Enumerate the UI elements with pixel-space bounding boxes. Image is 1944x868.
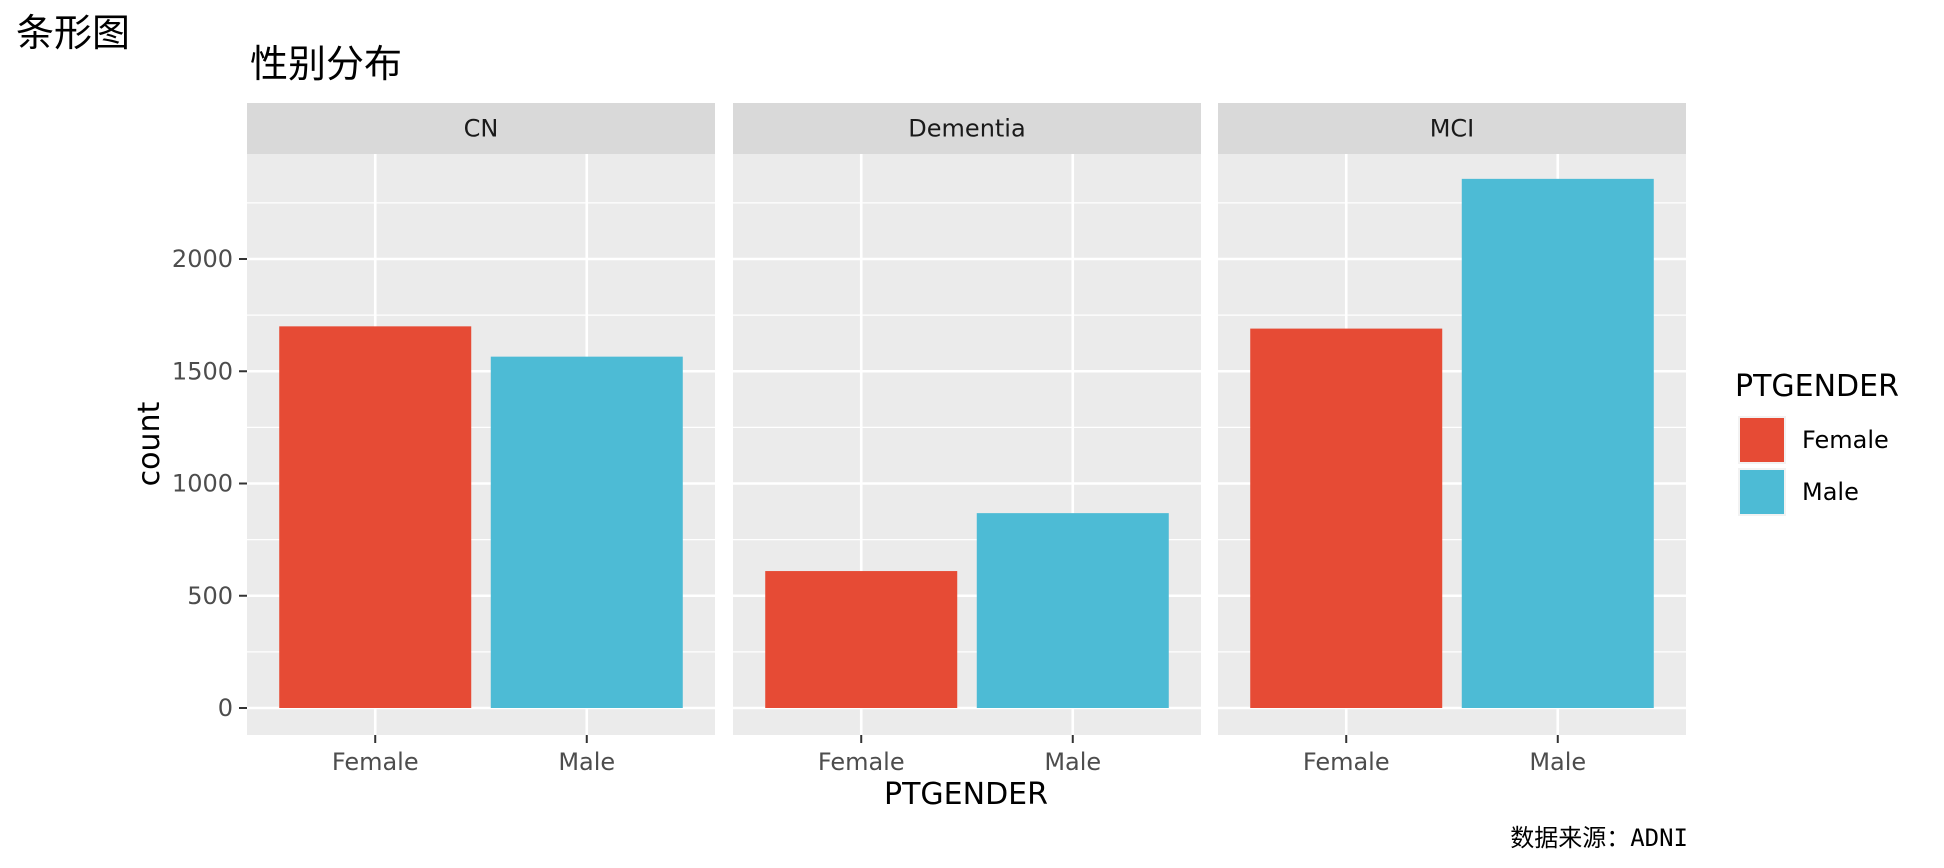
facet-strip [247,103,715,154]
y-tick-label: 1000 [172,470,233,498]
facet-panel-dementia: Dementia Female Male [733,103,1201,776]
y-axis-label: count [132,401,167,486]
x-tick-label: Female [1303,748,1390,776]
y-tick-label: 2000 [172,245,233,273]
page-heading: 条形图 [16,11,130,55]
legend-label-male: Male [1802,478,1859,506]
facet-strip-label: MCI [1430,115,1475,143]
legend-items: Female Male [1738,416,1889,516]
x-tick-label: Female [332,748,419,776]
bar-cn-female [279,326,472,708]
data-source-caption: 数据来源：ADNI [1510,824,1688,852]
x-tick-label: Female [818,748,905,776]
facet-strip-label: CN [464,115,499,143]
legend: PTGENDER Female Male [1735,369,1899,516]
bar-dementia-male [976,513,1169,708]
legend-swatch-female [1740,418,1784,462]
facet-strip [733,103,1201,154]
y-axis: 0 500 1000 1500 2000 [172,245,247,722]
chart-title: 性别分布 [250,42,402,86]
legend-swatch-male [1740,470,1784,514]
bar-dementia-female [765,571,958,708]
legend-label-female: Female [1802,426,1889,454]
legend-title: PTGENDER [1735,369,1899,404]
x-axis-label: PTGENDER [884,777,1048,812]
bar-mci-female [1250,328,1443,708]
x-tick-label: Male [1529,748,1586,776]
facet-strip [1218,103,1686,154]
facet-strip-label: Dementia [908,115,1025,143]
bar-mci-male [1461,178,1654,708]
y-tick-label: 500 [187,582,233,610]
x-tick-label: Male [558,748,615,776]
y-tick-label: 0 [218,694,233,722]
x-tick-label: Male [1044,748,1101,776]
facet-panel-cn: CN Female Male [247,103,715,776]
bar-cn-male [490,356,683,708]
y-tick-label: 1500 [172,357,233,385]
facet-panel-mci: MCI Female Male [1218,103,1686,776]
